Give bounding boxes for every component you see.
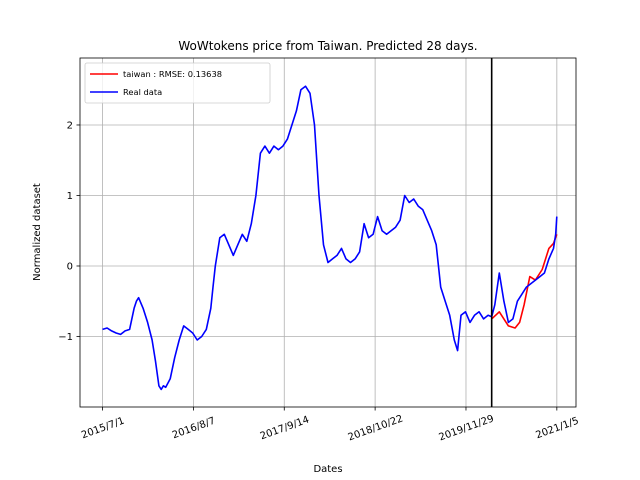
prediction-series-line (491, 234, 558, 329)
y-tick-label: 0 (67, 261, 73, 272)
grid (80, 58, 576, 407)
x-axis-label: Dates (313, 464, 342, 475)
series-layer (102, 85, 558, 391)
y-axis-label: Normalized dataset (32, 183, 43, 281)
legend-label-real: Real data (123, 87, 162, 97)
legend-box (84, 62, 271, 104)
legend: taiwan : RMSE: 0.13638 Real data (84, 62, 271, 104)
y-tick-label: 2 (67, 120, 73, 131)
y-tick-label: −1 (58, 332, 73, 343)
y-axis: −1 0 1 2 (58, 120, 80, 343)
legend-label-prediction: taiwan : RMSE: 0.13638 (123, 69, 222, 79)
y-tick-label: 1 (67, 191, 73, 202)
real-data-series-line (102, 85, 558, 391)
chart-title: WoWtokens price from Taiwan. Predicted 2… (178, 39, 477, 53)
plot-frame (79, 57, 577, 408)
